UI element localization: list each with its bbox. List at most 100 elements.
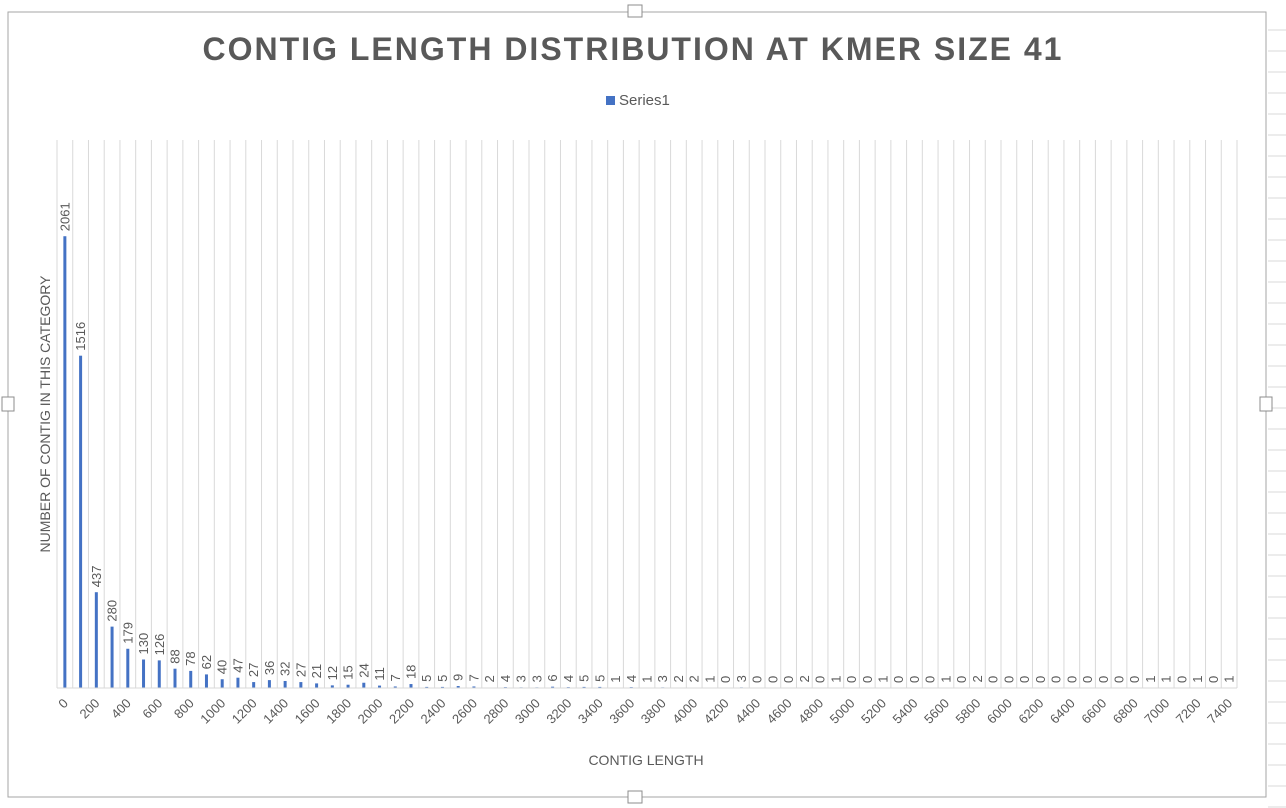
bars — [63, 236, 1231, 688]
data-label-7000: 1 — [1159, 676, 1174, 683]
bar-1900[interactable] — [362, 682, 366, 688]
bar-400[interactable] — [126, 648, 130, 688]
data-label-1400: 32 — [278, 662, 293, 676]
data-label-2400: 5 — [435, 675, 450, 682]
data-label-3600: 4 — [624, 675, 639, 682]
bar-100[interactable] — [79, 355, 83, 688]
data-label-1500: 27 — [293, 663, 308, 677]
bar-1100[interactable] — [236, 677, 240, 688]
data-label-6400: 0 — [1064, 676, 1079, 683]
data-label-5000: 0 — [844, 676, 859, 683]
bar-200[interactable] — [94, 592, 98, 688]
bar-2600[interactable] — [472, 686, 476, 688]
bar-900[interactable] — [204, 674, 208, 688]
data-label-1300: 36 — [262, 661, 277, 675]
chart-resize-handles[interactable] — [1, 4, 1273, 804]
data-label-3500: 1 — [608, 676, 623, 683]
bar-1800[interactable] — [346, 684, 350, 688]
data-label-0: 2061 — [57, 202, 72, 231]
gridlines — [56, 140, 1238, 688]
bar-2300[interactable] — [425, 686, 429, 688]
data-label-5100: 0 — [860, 676, 875, 683]
bar-1300[interactable] — [267, 680, 271, 688]
bar-1600[interactable] — [315, 683, 319, 688]
bar-300[interactable] — [110, 626, 114, 688]
data-label-2100: 7 — [388, 674, 403, 681]
data-label-1000: 40 — [215, 660, 230, 674]
data-label-4700: 2 — [797, 675, 812, 682]
data-label-6900: 1 — [1143, 676, 1158, 683]
data-label-5400: 0 — [907, 676, 922, 683]
data-label-2800: 4 — [498, 675, 513, 682]
bar-3400[interactable] — [598, 686, 602, 688]
bar-500[interactable] — [142, 659, 146, 688]
chart-area[interactable] — [7, 11, 1267, 798]
data-label-700: 88 — [168, 649, 183, 663]
bar-2400[interactable] — [440, 686, 444, 688]
data-label-300: 280 — [105, 600, 120, 622]
resize-handle-left[interactable] — [1, 396, 15, 412]
data-label-6200: 0 — [1033, 676, 1048, 683]
data-label-5700: 0 — [954, 676, 969, 683]
data-label-6800: 0 — [1127, 676, 1142, 683]
bar-1400[interactable] — [283, 680, 287, 688]
bar-2500[interactable] — [456, 686, 460, 688]
bar-1700[interactable] — [330, 685, 334, 688]
data-label-7300: 0 — [1206, 676, 1221, 683]
bar-2100[interactable] — [393, 686, 397, 688]
data-label-2900: 3 — [514, 675, 529, 682]
bar-1500[interactable] — [299, 682, 303, 688]
data-label-600: 126 — [152, 634, 167, 656]
bar-3300[interactable] — [582, 686, 586, 688]
data-label-1100: 47 — [230, 658, 245, 672]
bar-2200[interactable] — [409, 684, 413, 688]
resize-handle-right[interactable] — [1259, 396, 1273, 412]
bar-2000[interactable] — [378, 685, 382, 688]
x-axis-title: CONTIG LENGTH — [588, 752, 703, 768]
data-label-6100: 0 — [1017, 676, 1032, 683]
data-label-7100: 0 — [1174, 676, 1189, 683]
y-axis-title: NUMBER OF CONTIG IN THIS CATEGORY — [37, 275, 53, 553]
data-label-3000: 3 — [529, 675, 544, 682]
data-label-7200: 1 — [1190, 676, 1205, 683]
data-label-2300: 5 — [419, 675, 434, 682]
data-label-4600: 0 — [781, 676, 796, 683]
spreadsheet-gridlines — [1268, 29, 1286, 808]
data-label-3100: 6 — [545, 674, 560, 681]
bar-3100[interactable] — [551, 686, 555, 688]
data-label-4500: 0 — [765, 676, 780, 683]
bar-700[interactable] — [173, 668, 177, 688]
data-label-800: 78 — [183, 651, 198, 665]
resize-handle-bottom[interactable] — [627, 790, 643, 804]
data-label-900: 62 — [199, 655, 214, 669]
data-label-6600: 0 — [1096, 676, 1111, 683]
data-label-2600: 7 — [466, 674, 481, 681]
data-label-3400: 5 — [592, 675, 607, 682]
data-label-5900: 0 — [986, 676, 1001, 683]
data-label-4100: 1 — [702, 676, 717, 683]
bar-600[interactable] — [157, 660, 161, 688]
data-label-1600: 21 — [309, 664, 324, 678]
data-label-7400: 1 — [1222, 676, 1237, 683]
data-label-5800: 2 — [970, 675, 985, 682]
bar-800[interactable] — [189, 670, 193, 688]
data-label-4400: 0 — [750, 676, 765, 683]
resize-handle-top[interactable] — [627, 4, 643, 18]
data-label-4300: 3 — [734, 675, 749, 682]
legend: Series1 — [606, 92, 670, 109]
data-label-3700: 1 — [640, 676, 655, 683]
data-label-6000: 0 — [1001, 676, 1016, 683]
bar-1200[interactable] — [252, 682, 256, 688]
chart-title: CONTIG LENGTH DISTRIBUTION AT KMER SIZE … — [203, 31, 1064, 67]
data-label-6500: 0 — [1080, 676, 1095, 683]
data-label-3200: 4 — [561, 675, 576, 682]
data-label-5300: 0 — [891, 676, 906, 683]
bar-0[interactable] — [63, 236, 67, 688]
data-label-4000: 2 — [687, 675, 702, 682]
data-label-2200: 18 — [404, 665, 419, 679]
bar-1000[interactable] — [220, 679, 224, 688]
data-label-1700: 12 — [325, 666, 340, 680]
